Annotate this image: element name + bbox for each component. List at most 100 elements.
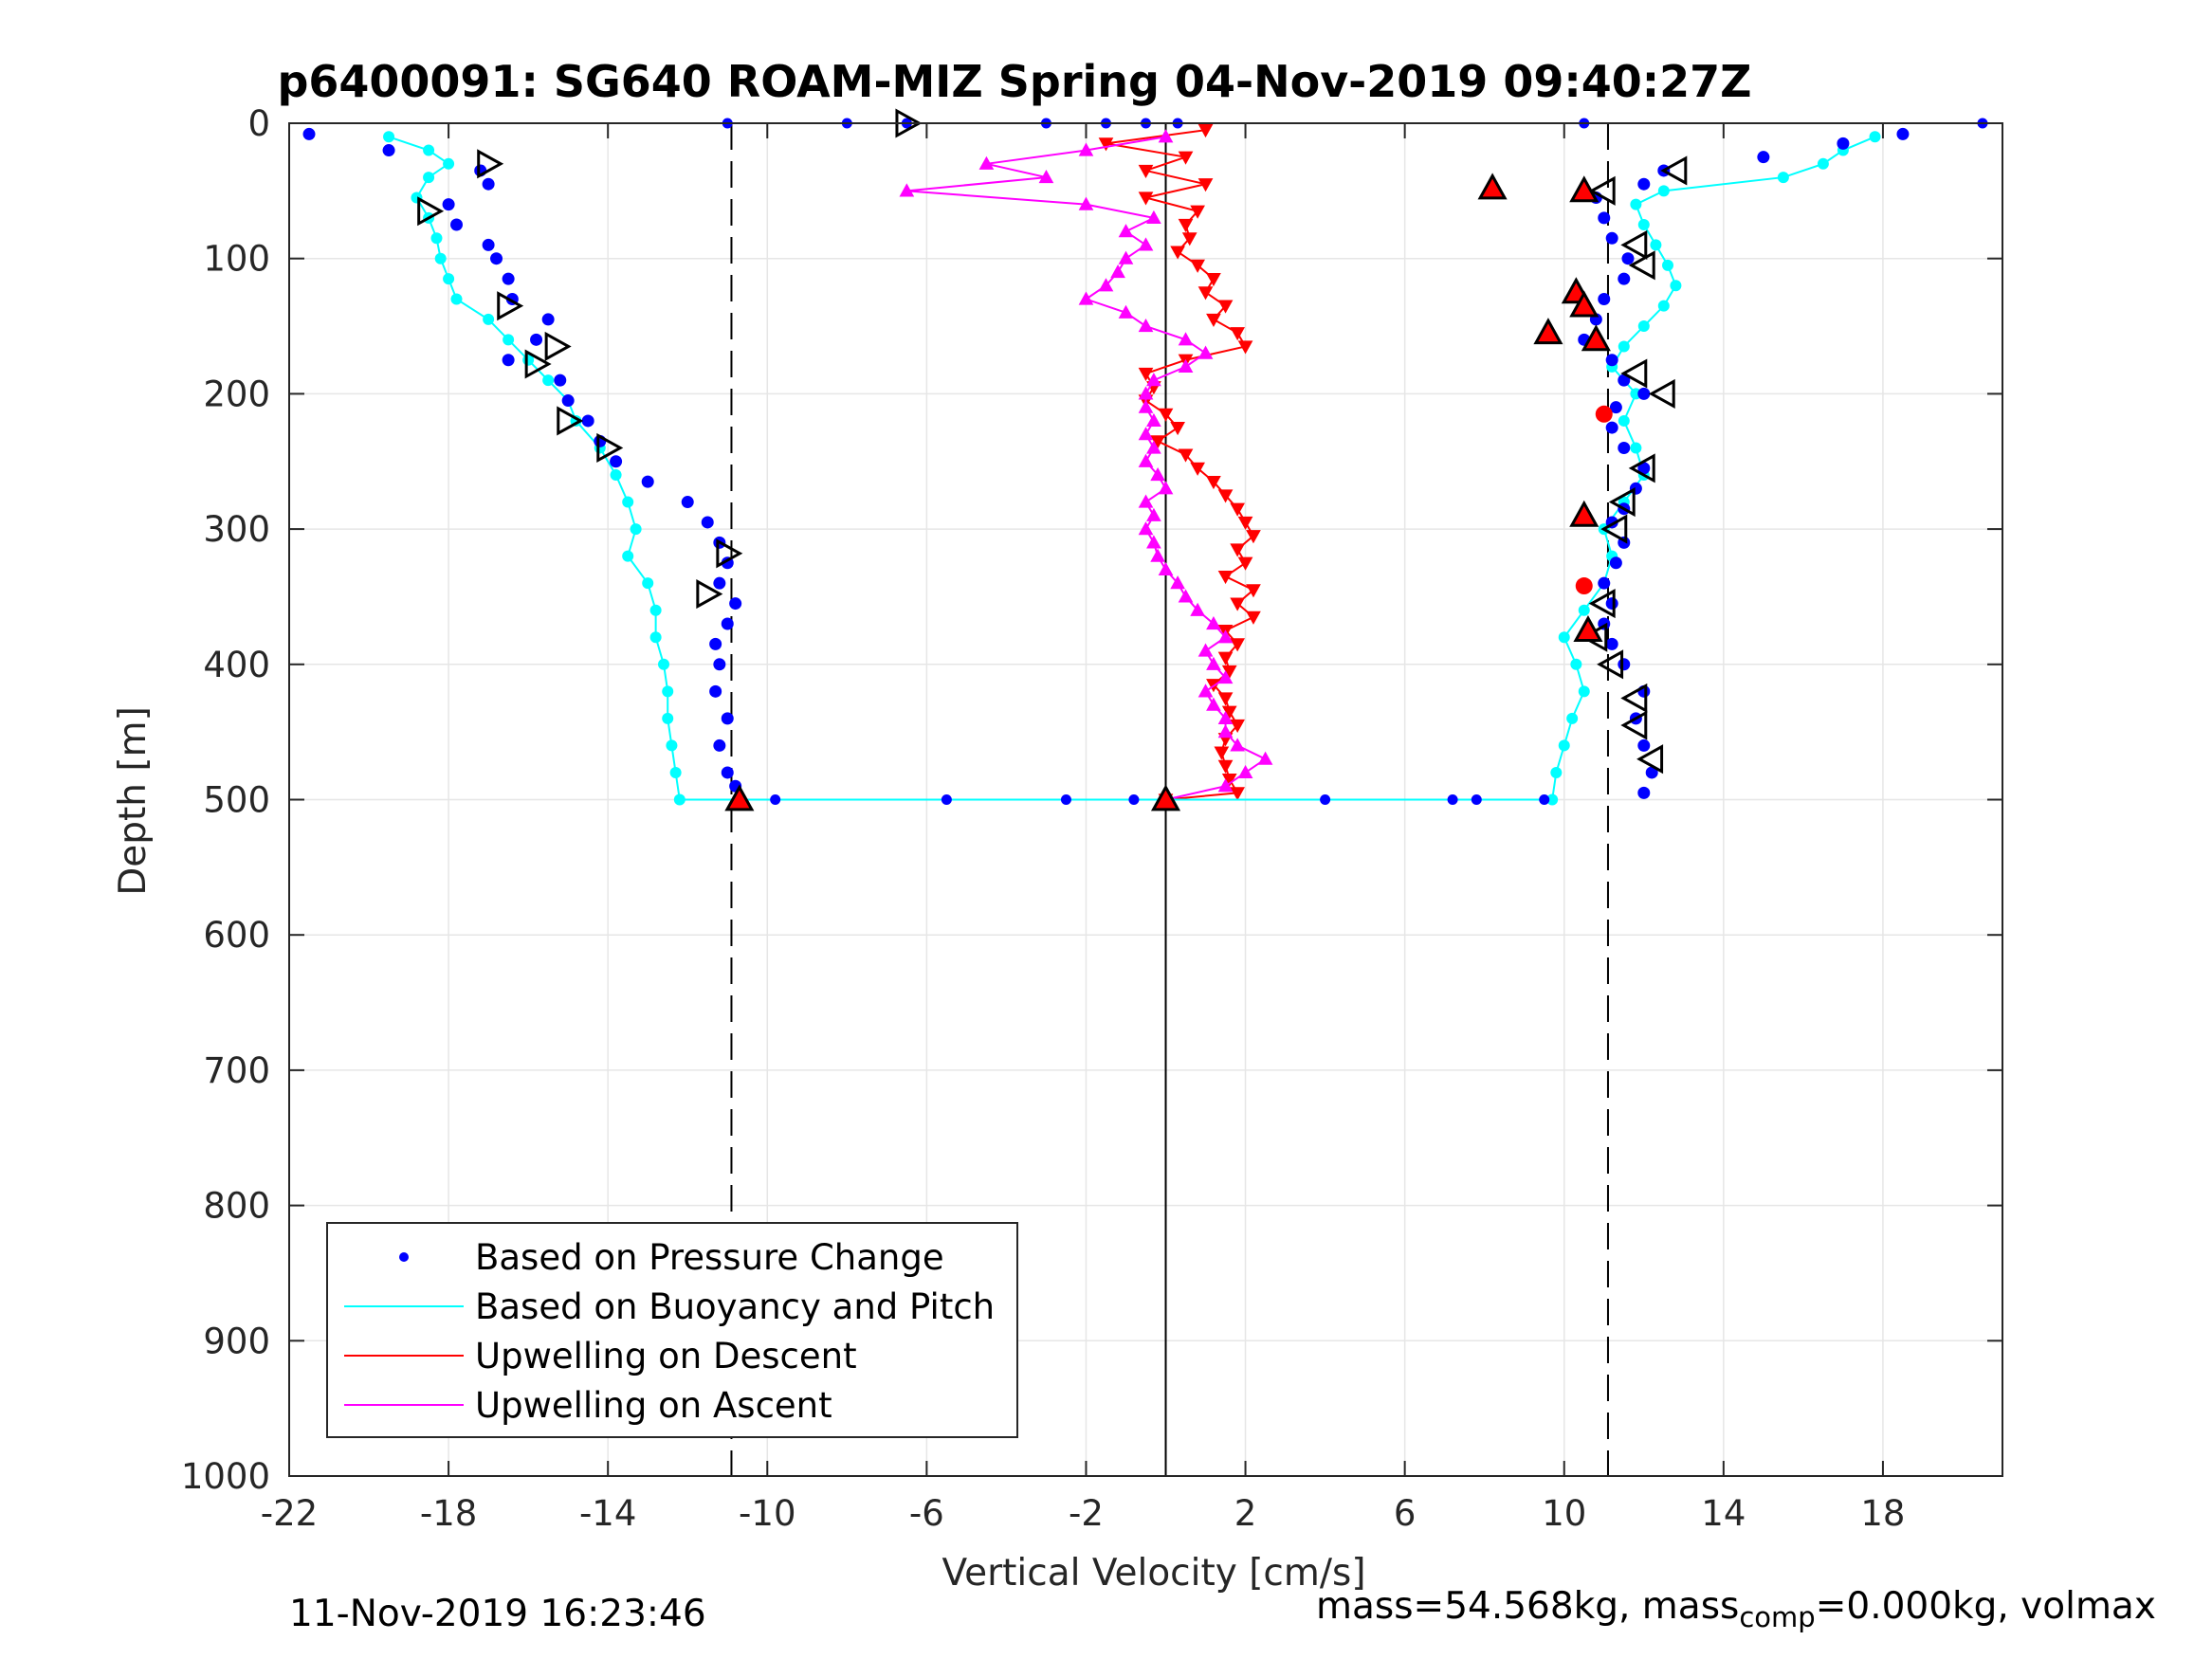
stall-marker-red-triangle bbox=[1569, 175, 1600, 203]
buoyancy-descent-point bbox=[662, 712, 674, 724]
y-tick-label: 100 bbox=[203, 239, 270, 280]
buoyancy-ascent-point bbox=[1578, 685, 1590, 698]
x-tick-label: 14 bbox=[1701, 1493, 1746, 1534]
stall-marker-descent bbox=[596, 432, 624, 464]
upwelling-ascent-marker bbox=[1217, 710, 1234, 724]
stall-marker-descent bbox=[716, 538, 743, 569]
stall-marker-red-triangle bbox=[1569, 500, 1600, 527]
pressure-ascent-point bbox=[1621, 252, 1635, 265]
y-tick-label: 200 bbox=[203, 374, 270, 414]
upwelling-descent-marker bbox=[1178, 151, 1194, 165]
y-tick-label: 0 bbox=[247, 103, 270, 144]
pressure-descent-point bbox=[713, 658, 726, 671]
footer-mass-subscript: comp bbox=[1739, 1600, 1816, 1633]
upwelling-descent-marker bbox=[1206, 313, 1221, 327]
stall-marker-red-triangle bbox=[1581, 324, 1611, 352]
pressure-ascent-point bbox=[1637, 786, 1651, 799]
buoyancy-ascent-point bbox=[1618, 340, 1630, 353]
upwelling-ascent-marker bbox=[1138, 319, 1154, 333]
upwelling-descent-marker bbox=[1197, 178, 1214, 192]
legend-swatch-dot bbox=[399, 1252, 409, 1262]
upwelling-descent-marker bbox=[1098, 137, 1114, 152]
buoyancy-descent-point bbox=[423, 172, 435, 184]
buoyancy-descent-point bbox=[443, 157, 455, 170]
buoyancy-descent-point bbox=[503, 334, 515, 346]
x-tick-label: -22 bbox=[261, 1493, 318, 1534]
pressure-descent-point bbox=[502, 354, 515, 367]
upwelling-descent-marker bbox=[1217, 692, 1234, 706]
footer-mass-rest: =0.000kg, volmax bbox=[1815, 1585, 2156, 1628]
upwelling-descent-marker bbox=[1138, 191, 1154, 206]
upwelling-descent-marker bbox=[1230, 597, 1246, 611]
pressure-ascent-point bbox=[1837, 137, 1850, 150]
y-tick-label: 400 bbox=[203, 645, 270, 685]
upwelling-ascent-marker bbox=[1217, 778, 1234, 793]
x-tick-label: 18 bbox=[1860, 1493, 1905, 1534]
pressure-ascent-point bbox=[1598, 293, 1611, 306]
pressure-ascent-point bbox=[1605, 597, 1618, 611]
upwelling-descent-marker bbox=[1230, 638, 1246, 652]
pressure-ascent-point bbox=[1896, 127, 1910, 140]
upwelling-ascent-marker bbox=[1217, 670, 1234, 684]
pressure-descent-point bbox=[721, 712, 734, 725]
buoyancy-ascent-point bbox=[1637, 320, 1650, 333]
upwelling-ascent-marker bbox=[1138, 453, 1154, 467]
pressure-extra-point bbox=[1471, 794, 1482, 805]
buoyancy-ascent-point bbox=[1630, 198, 1642, 210]
upwelling-descent-marker bbox=[1230, 502, 1246, 517]
upwelling-ascent-marker bbox=[1206, 697, 1221, 711]
pressure-ascent-point bbox=[1605, 637, 1618, 650]
stall-marker-ascent bbox=[1660, 155, 1688, 186]
buoyancy-descent-point bbox=[483, 313, 495, 325]
buoyancy-ascent-point bbox=[1630, 442, 1642, 454]
upwelling-descent-marker bbox=[1230, 719, 1246, 734]
pressure-descent-point bbox=[721, 766, 734, 779]
upwelling-descent-marker bbox=[1178, 448, 1194, 463]
upwelling-ascent-marker bbox=[1146, 440, 1161, 454]
buoyancy-ascent-point bbox=[1869, 131, 1881, 143]
upwelling-ascent-marker bbox=[1170, 575, 1185, 590]
pressure-descent-point bbox=[449, 218, 463, 231]
y-tick-label: 1000 bbox=[181, 1456, 270, 1497]
upwelling-ascent-marker bbox=[1158, 481, 1174, 495]
upwelling-ascent-marker bbox=[1146, 507, 1161, 521]
buoyancy-descent-point bbox=[430, 232, 443, 245]
pressure-ascent-point bbox=[1598, 576, 1611, 590]
upwelling-descent-marker bbox=[1237, 556, 1253, 571]
stall-marker-descent bbox=[696, 579, 723, 610]
upwelling-ascent-marker bbox=[1098, 278, 1114, 292]
footer-mass-text: mass=54.568kg, mass bbox=[1316, 1585, 1740, 1628]
stall-marker-red-triangle bbox=[1569, 290, 1600, 318]
buoyancy-ascent-point bbox=[1657, 185, 1670, 197]
upwelling-descent-marker bbox=[1206, 273, 1221, 287]
buoyancy-descent-point bbox=[662, 685, 674, 698]
x-tick-label: 10 bbox=[1542, 1493, 1586, 1534]
y-tick-label: 300 bbox=[203, 509, 270, 550]
stall-marker-ascent bbox=[1628, 250, 1655, 281]
upwelling-ascent-marker bbox=[1078, 142, 1094, 156]
upwelling-descent-marker bbox=[1246, 530, 1261, 544]
buoyancy-descent-point bbox=[610, 469, 622, 482]
upwelling-descent-marker bbox=[1170, 421, 1185, 436]
upwelling-descent-marker bbox=[1206, 476, 1221, 490]
pressure-descent-point bbox=[721, 617, 734, 630]
stall-marker-red-triangle bbox=[1477, 173, 1508, 200]
upwelling-ascent-marker bbox=[1146, 412, 1161, 428]
stall-marker-red-triangle bbox=[1533, 318, 1563, 345]
buoyancy-ascent-point bbox=[1817, 157, 1829, 170]
upwelling-descent-marker bbox=[1217, 651, 1234, 665]
buoyancy-ascent-point bbox=[1550, 766, 1563, 778]
upwelling-descent-marker bbox=[1237, 516, 1253, 530]
buoyancy-ascent-point bbox=[1558, 631, 1570, 644]
pressure-ascent-point bbox=[1618, 658, 1631, 671]
buoyancy-descent-point bbox=[642, 577, 654, 590]
legend-label: Based on Pressure Change bbox=[475, 1237, 944, 1278]
pressure-ascent-point bbox=[1637, 387, 1651, 400]
pressure-descent-point bbox=[610, 455, 623, 468]
pressure-descent-point bbox=[554, 374, 567, 387]
y-axis-label: Depth [m] bbox=[112, 706, 155, 896]
tick-layer: -22 -18 -14 -10 -6 -2 2 6 10 14 180100200300400500… bbox=[181, 103, 2002, 1534]
pressure-descent-point bbox=[442, 198, 455, 211]
legend-label: Upwelling on Ascent bbox=[475, 1385, 832, 1426]
stall-marker-ascent bbox=[1597, 649, 1624, 680]
